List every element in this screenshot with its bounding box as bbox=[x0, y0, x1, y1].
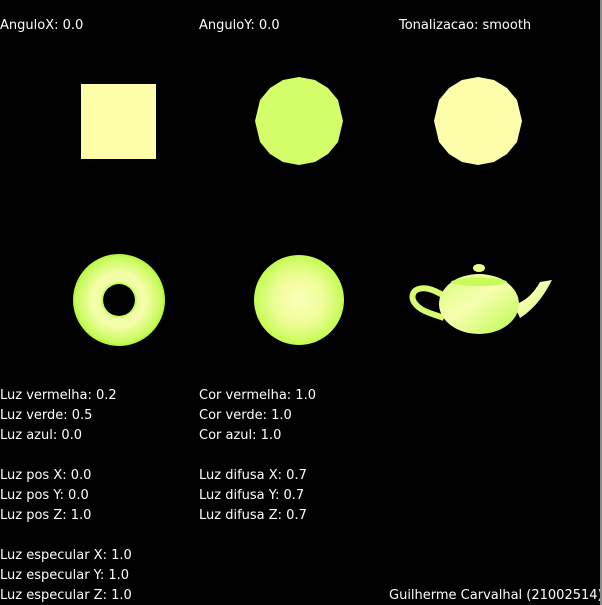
angulo-x-label: AnguloX: 0.0 bbox=[0, 18, 84, 33]
luz-verde-label: Luz verde: 0.5 bbox=[0, 408, 93, 423]
angulo-y-label: AnguloY: 0.0 bbox=[199, 18, 280, 33]
sphere-light bbox=[434, 77, 522, 165]
sphere-flat bbox=[255, 77, 343, 165]
cube-shape bbox=[81, 84, 156, 159]
luz-difusa-z-label: Luz difusa Z: 0.7 bbox=[199, 508, 307, 523]
luz-pos-x-label: Luz pos X: 0.0 bbox=[0, 468, 92, 483]
luz-vermelha-label: Luz vermelha: 0.2 bbox=[0, 388, 117, 403]
cor-azul-label: Cor azul: 1.0 bbox=[199, 428, 282, 443]
torus-shape bbox=[73, 254, 165, 346]
teapot-shape bbox=[409, 264, 552, 334]
luz-pos-z-label: Luz pos Z: 1.0 bbox=[0, 508, 92, 523]
luz-especular-z-label: Luz especular Z: 1.0 bbox=[0, 588, 132, 603]
tonalizacao-label: Tonalizacao: smooth bbox=[399, 18, 532, 33]
luz-pos-y-label: Luz pos Y: 0.0 bbox=[0, 488, 89, 503]
sphere-smooth bbox=[254, 255, 344, 345]
luz-azul-label: Luz azul: 0.0 bbox=[0, 428, 83, 443]
author-label: Guilherme Carvalhal (21002514) bbox=[389, 588, 602, 603]
luz-especular-y-label: Luz especular Y: 1.0 bbox=[0, 568, 130, 583]
luz-difusa-y-label: Luz difusa Y: 0.7 bbox=[199, 488, 305, 503]
luz-especular-x-label: Luz especular X: 1.0 bbox=[0, 548, 132, 563]
cor-vermelha-label: Cor vermelha: 1.0 bbox=[199, 388, 316, 403]
cor-verde-label: Cor verde: 1.0 bbox=[199, 408, 292, 423]
luz-difusa-x-label: Luz difusa X: 0.7 bbox=[199, 468, 307, 483]
scene-canvas bbox=[73, 77, 552, 346]
